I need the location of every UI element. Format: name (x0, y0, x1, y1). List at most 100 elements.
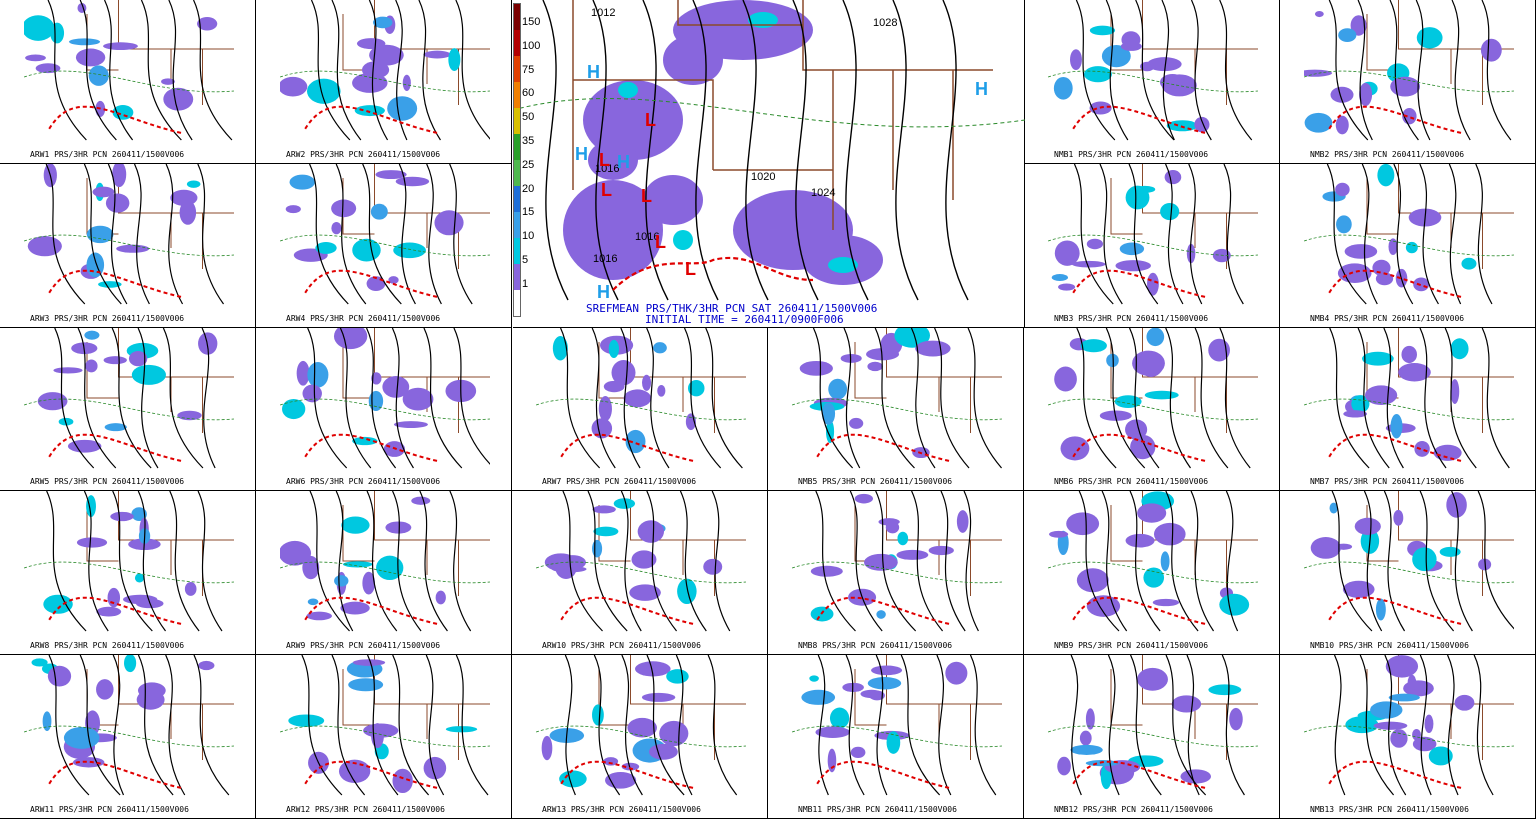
isobar (1223, 164, 1244, 305)
freezing-line (560, 596, 694, 625)
isobar (934, 328, 970, 469)
state-borders (572, 0, 993, 230)
freezing-line (1072, 596, 1206, 625)
precip-area (1393, 509, 1404, 526)
isobar (137, 328, 159, 469)
isobar (936, 655, 952, 796)
colorbar-label: 15 (522, 206, 535, 219)
member-map (792, 328, 1002, 478)
precip-area (559, 770, 587, 788)
isobar (1419, 655, 1432, 796)
thickness-line (280, 725, 490, 748)
isobar (419, 491, 448, 632)
precip-area (75, 48, 106, 67)
colorbar-segment (514, 108, 520, 134)
precip-area (368, 390, 384, 412)
precip-area (186, 180, 201, 188)
member-caption: ARW6 PRS/3HR PCN 260411/1500V006 (286, 477, 441, 486)
member-map (1304, 328, 1514, 478)
isobar (192, 0, 233, 141)
colorbar-label: 100 (522, 39, 541, 52)
member-caption: ARW10 PRS/3HR PCN 260411/1500V006 (542, 641, 701, 650)
precip-area (24, 15, 55, 41)
precip-area (104, 423, 127, 432)
state-borders (342, 328, 490, 433)
state-borders (854, 655, 1002, 760)
isobar (426, 164, 442, 305)
precip-area (402, 74, 411, 91)
precip-area (1362, 351, 1394, 366)
member-map (24, 164, 234, 314)
thickness-line (1048, 725, 1258, 748)
precip-area (341, 516, 370, 534)
isobar (391, 328, 414, 469)
freezing-line (816, 433, 950, 462)
member-map (1048, 328, 1258, 478)
precip-area (1330, 86, 1354, 103)
isobar-label: 1012 (591, 7, 615, 19)
precip-area (382, 376, 410, 398)
precip-area (1478, 558, 1492, 571)
isobar-label: 1020 (751, 171, 775, 183)
member-map (792, 655, 1002, 805)
member-map (1048, 0, 1258, 150)
member-panel: ARW6 PRS/3HR PCN 260411/1500V006 (256, 328, 512, 491)
precip-area (37, 392, 68, 411)
precip-area (1412, 736, 1437, 752)
precip-area (342, 561, 373, 568)
precip-area (1125, 419, 1148, 440)
isobar (812, 328, 854, 469)
isobar (560, 328, 601, 469)
isobar (331, 655, 366, 796)
isobar (940, 491, 966, 632)
thickness-line (24, 70, 234, 93)
colorbar-label: 10 (522, 230, 535, 243)
precip-area (611, 360, 636, 386)
precip-area (591, 418, 613, 439)
member-caption: NMB12 PRS/3HR PCN 260411/1500V006 (1054, 805, 1213, 814)
isobar (197, 491, 223, 632)
precip-area (348, 678, 384, 692)
precip-area (810, 565, 843, 577)
precip-area (1057, 756, 1071, 776)
member-map (280, 164, 490, 314)
isobar (112, 491, 153, 632)
precip-area (854, 493, 873, 504)
precip-area (35, 63, 61, 74)
pressure-center: L (599, 150, 610, 170)
precip-area (849, 417, 864, 429)
isobar (1221, 655, 1245, 796)
isobar (1076, 328, 1117, 469)
isobar (1219, 328, 1251, 469)
isobar (1328, 0, 1369, 141)
precip-area (945, 661, 968, 685)
precip-area (1161, 74, 1197, 97)
freezing-line (560, 760, 694, 789)
precip-area (423, 50, 452, 59)
precip-area (198, 660, 215, 671)
precip-area (1335, 182, 1350, 197)
isobar (942, 0, 969, 301)
precip-area (334, 575, 349, 587)
colorbar-label: 5 (522, 254, 529, 266)
isobar (591, 328, 616, 469)
member-map (1048, 491, 1258, 641)
precip-area (1354, 517, 1381, 535)
member-caption: ARW13 PRS/3HR PCN 260411/1500V006 (542, 805, 701, 814)
isobar (1194, 328, 1229, 469)
heavy-precip-area (748, 12, 778, 28)
isobar (1329, 328, 1370, 469)
member-caption: ARW12 PRS/3HR PCN 260411/1500V006 (286, 805, 445, 814)
freezing-line (816, 596, 950, 625)
isobar (900, 655, 941, 796)
precip-area (370, 203, 388, 220)
isobar (646, 491, 678, 632)
precip-area (1054, 366, 1077, 392)
isobar (675, 655, 693, 796)
precip-area (1140, 61, 1155, 72)
precip-area (411, 496, 431, 505)
thickness-line (1304, 70, 1514, 93)
precip-area (886, 731, 901, 754)
pressure-center: L (641, 186, 652, 206)
isobar (1361, 164, 1378, 305)
